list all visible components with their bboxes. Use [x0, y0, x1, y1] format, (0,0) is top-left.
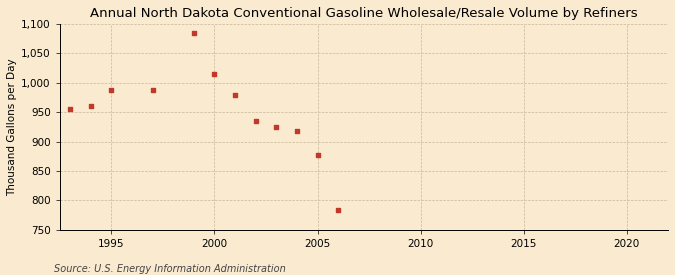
- Y-axis label: Thousand Gallons per Day: Thousand Gallons per Day: [7, 58, 17, 196]
- Point: [85, 104, 96, 108]
- Text: Source: U.S. Energy Information Administration: Source: U.S. Energy Information Administ…: [54, 264, 286, 274]
- Point: [106, 87, 117, 92]
- Point: [230, 93, 240, 97]
- Point: [209, 72, 220, 76]
- Point: [271, 125, 281, 130]
- Point: [188, 31, 199, 35]
- Title: Annual North Dakota Conventional Gasoline Wholesale/Resale Volume by Refiners: Annual North Dakota Conventional Gasolin…: [90, 7, 638, 20]
- Point: [312, 153, 323, 157]
- Point: [333, 208, 344, 213]
- Point: [292, 129, 302, 133]
- Point: [147, 88, 158, 93]
- Point: [65, 107, 76, 111]
- Point: [250, 119, 261, 123]
